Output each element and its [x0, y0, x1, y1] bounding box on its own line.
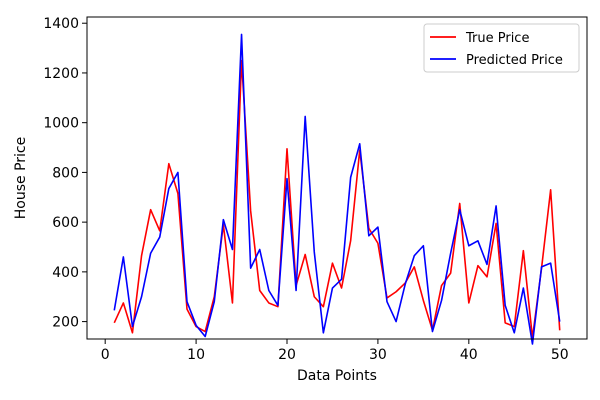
- x-tick-label: 10: [187, 347, 205, 363]
- y-tick-label: 600: [52, 215, 79, 231]
- series-line-true-price: [113, 59, 561, 339]
- y-axis: 200 400 600 800 1000 1200 1400: [43, 16, 87, 331]
- y-tick-label: 1200: [43, 66, 79, 82]
- x-tick-label: 40: [460, 347, 478, 363]
- legend-label: Predicted Price: [466, 53, 563, 68]
- legend: True Price Predicted Price: [423, 23, 580, 73]
- legend-label: True Price: [465, 31, 529, 46]
- x-axis: 0 10 20 30 40 50: [101, 339, 569, 363]
- y-tick-label: 800: [52, 165, 79, 181]
- plot-frame: [86, 16, 588, 340]
- series-line-predicted-price: [113, 33, 561, 345]
- y-tick-label: 400: [52, 265, 79, 281]
- x-tick-label: 20: [278, 347, 296, 363]
- x-tick-label: 0: [101, 347, 110, 363]
- legend-box: [423, 23, 580, 73]
- x-tick-label: 50: [551, 347, 569, 363]
- y-tick-label: 1000: [43, 116, 79, 132]
- x-tick-label: 30: [369, 347, 387, 363]
- y-tick-label: 1400: [43, 16, 79, 32]
- y-axis-label: House Price: [13, 137, 29, 219]
- y-tick-label: 200: [52, 315, 79, 331]
- x-axis-label: Data Points: [297, 368, 377, 384]
- series-layer: [113, 33, 561, 345]
